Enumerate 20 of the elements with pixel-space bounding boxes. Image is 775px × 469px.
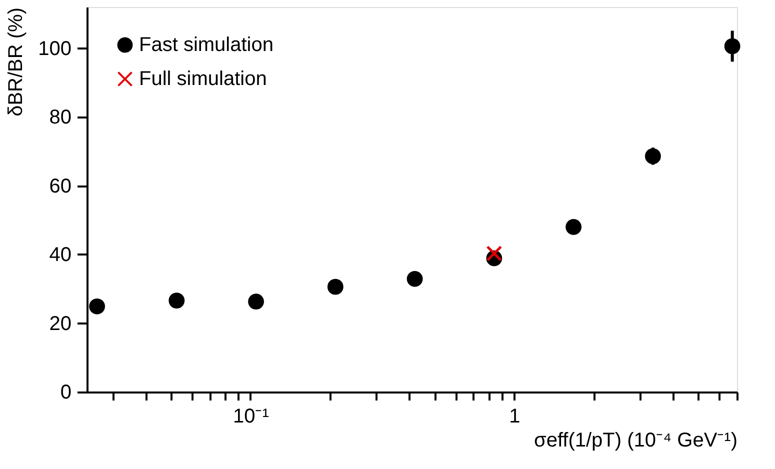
y-tick-label: 20	[49, 312, 72, 335]
y-tick-label: 60	[49, 175, 72, 198]
point	[168, 292, 185, 309]
legend-label: Full simulation	[139, 68, 267, 90]
x-tick-label: 10⁻¹	[232, 406, 270, 428]
point	[644, 148, 661, 164]
y-tick-label: 40	[49, 244, 72, 266]
y-axis-title: δBR/BR (%)	[5, 8, 28, 116]
legend-label: Fast simulation	[139, 34, 274, 56]
x-axis-title: σeff(1/pT) (10⁻⁴ GeV⁻¹)	[534, 430, 738, 452]
point	[406, 270, 423, 287]
point	[248, 294, 264, 310]
point	[566, 219, 582, 235]
point	[89, 298, 105, 314]
y-tick-label: 100	[38, 38, 72, 60]
y-tick-label: 80	[49, 106, 72, 128]
y-tick-label: 0	[60, 382, 72, 404]
x-tick-label: 1	[509, 406, 520, 428]
point	[327, 278, 344, 295]
point	[724, 38, 740, 54]
